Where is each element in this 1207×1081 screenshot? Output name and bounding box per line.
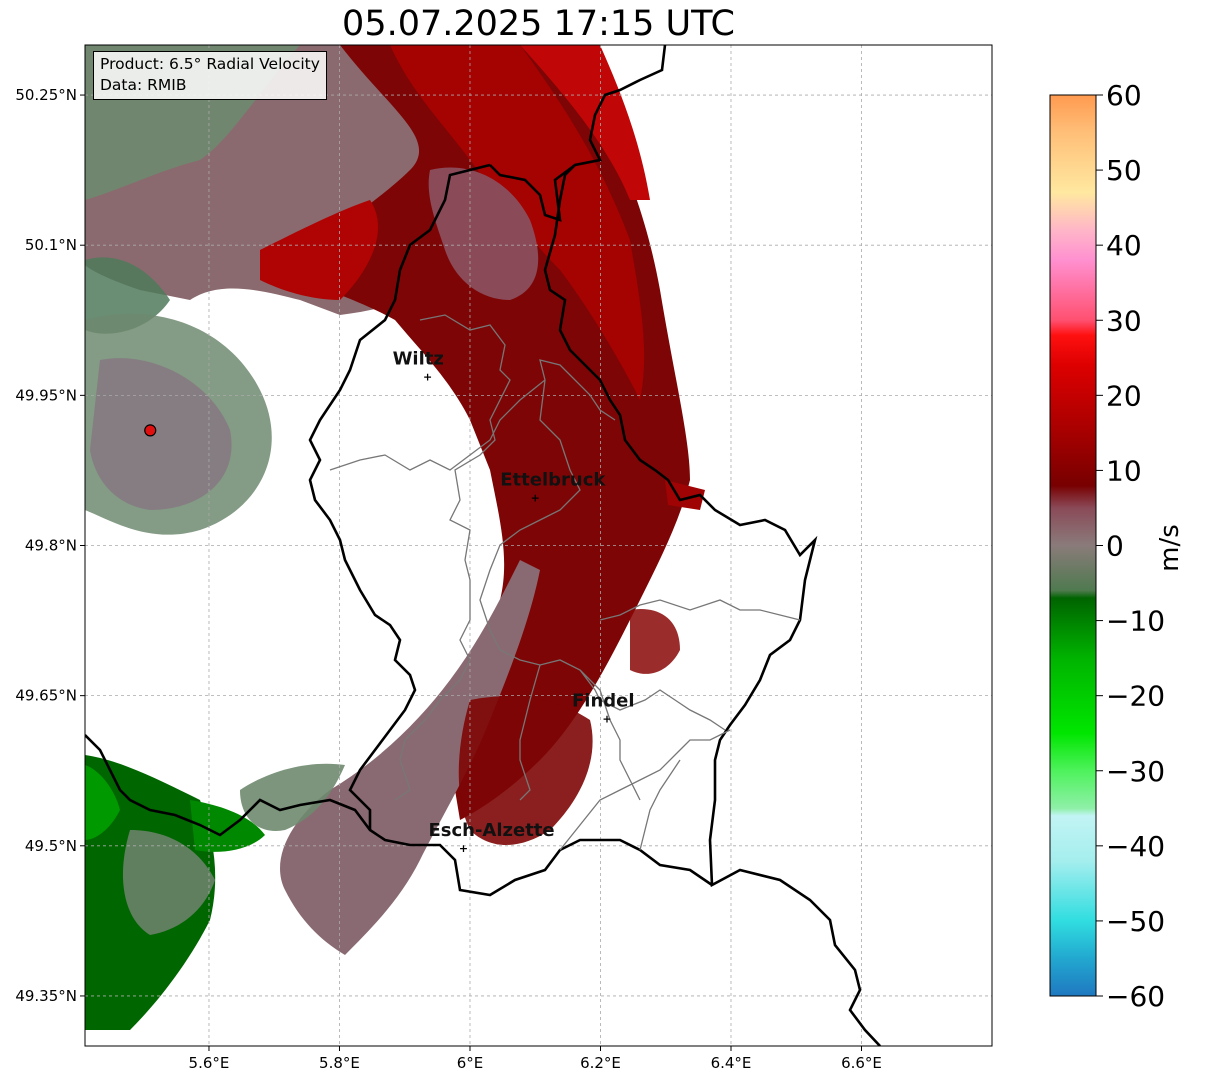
- city-marker-icon: +: [423, 370, 432, 383]
- luxembourg-border: [308, 163, 491, 830]
- lat-tick-label: 49.95°N: [15, 386, 77, 404]
- city-label: Esch-Alzette: [428, 820, 554, 841]
- colorbar-ticks: 60 50 40 30 20 10 0 −10 −20 −30 −40 −50 −60: [1096, 79, 1165, 1013]
- city-label: Wiltz: [393, 348, 444, 369]
- lon-tick-label: 6.4°E: [711, 1054, 752, 1072]
- lon-tick-label: 6°E: [457, 1054, 484, 1072]
- city-label: Findel: [572, 691, 635, 712]
- colorbar-tick-label: 60: [1106, 79, 1142, 112]
- radar-site-marker: [144, 424, 157, 437]
- colorbar-tick-label: −10: [1106, 605, 1165, 638]
- city-marker-icon: +: [602, 713, 611, 726]
- latitude-axis: 50.25°N 50.1°N 49.95°N 49.8°N 49.65°N 49.5°N 4…: [15, 86, 85, 1005]
- product-label: Product: 6.5° Radial Velocity: [100, 55, 320, 73]
- lat-tick-label: 49.8°N: [25, 537, 77, 555]
- region-border: [329, 314, 801, 851]
- colorbar-tick-label: 30: [1106, 304, 1142, 337]
- lon-tick-label: 6.2°E: [580, 1054, 621, 1072]
- city-markers: +Wiltz+Ettelbruck+Findel+Esch-Alzette: [393, 348, 635, 854]
- colorbar-tick-label: 0: [1106, 530, 1124, 563]
- country-border: [543, 45, 881, 1046]
- lon-tick-label: 5.8°E: [319, 1054, 360, 1072]
- colorbar-tick-label: −20: [1106, 680, 1165, 713]
- map-area: +Wiltz+Ettelbruck+Findel+Esch-Alzette: [85, 45, 992, 1046]
- lat-tick-label: 49.35°N: [15, 987, 77, 1005]
- map-borders: [85, 45, 881, 1046]
- city-marker-icon: +: [459, 842, 468, 855]
- colorbar-tick-label: 20: [1106, 379, 1142, 412]
- city: +Findel: [572, 691, 635, 726]
- lon-tick-label: 6.6°E: [841, 1054, 882, 1072]
- colorbar-tick-label: −40: [1106, 830, 1165, 863]
- colorbar-tick-label: 40: [1106, 229, 1142, 262]
- product-info-box: Product: 6.5° Radial Velocity Data: RMIB: [93, 51, 327, 100]
- lon-tick-label: 5.6°E: [189, 1054, 230, 1072]
- city-marker-icon: +: [531, 491, 540, 504]
- colorbar-tick-label: −50: [1106, 905, 1165, 938]
- city: +Ettelbruck: [500, 469, 606, 504]
- lat-tick-label: 50.1°N: [25, 236, 77, 254]
- colorbar-label: m/s: [1155, 524, 1185, 572]
- longitude-axis: 5.6°E 5.8°E 6°E 6.2°E 6.4°E 6.6°E: [189, 1046, 882, 1072]
- colorbar-tick-label: 50: [1106, 154, 1142, 187]
- data-source-label: Data: RMIB: [100, 76, 187, 94]
- city: +Wiltz: [393, 348, 444, 383]
- colorbar-gradient: [1049, 94, 1097, 997]
- luxembourg-border: [489, 163, 576, 222]
- colorbar-tick-label: 10: [1106, 454, 1142, 487]
- colorbar-tick-label: −30: [1106, 755, 1165, 788]
- country-border: [85, 734, 713, 897]
- city-label: Ettelbruck: [500, 469, 606, 490]
- colorbar: 60 50 40 30 20 10 0 −10 −20 −30 −40 −50 −60: [1049, 79, 1165, 1013]
- lat-tick-label: 49.5°N: [25, 837, 77, 855]
- lat-tick-label: 50.25°N: [15, 86, 77, 104]
- map-title: 05.07.2025 17:15 UTC: [342, 4, 735, 44]
- colorbar-tick-label: −60: [1106, 980, 1165, 1013]
- radar-velocity-echoes: [85, 45, 705, 1030]
- city: +Esch-Alzette: [428, 820, 554, 855]
- lat-tick-label: 49.65°N: [15, 687, 77, 705]
